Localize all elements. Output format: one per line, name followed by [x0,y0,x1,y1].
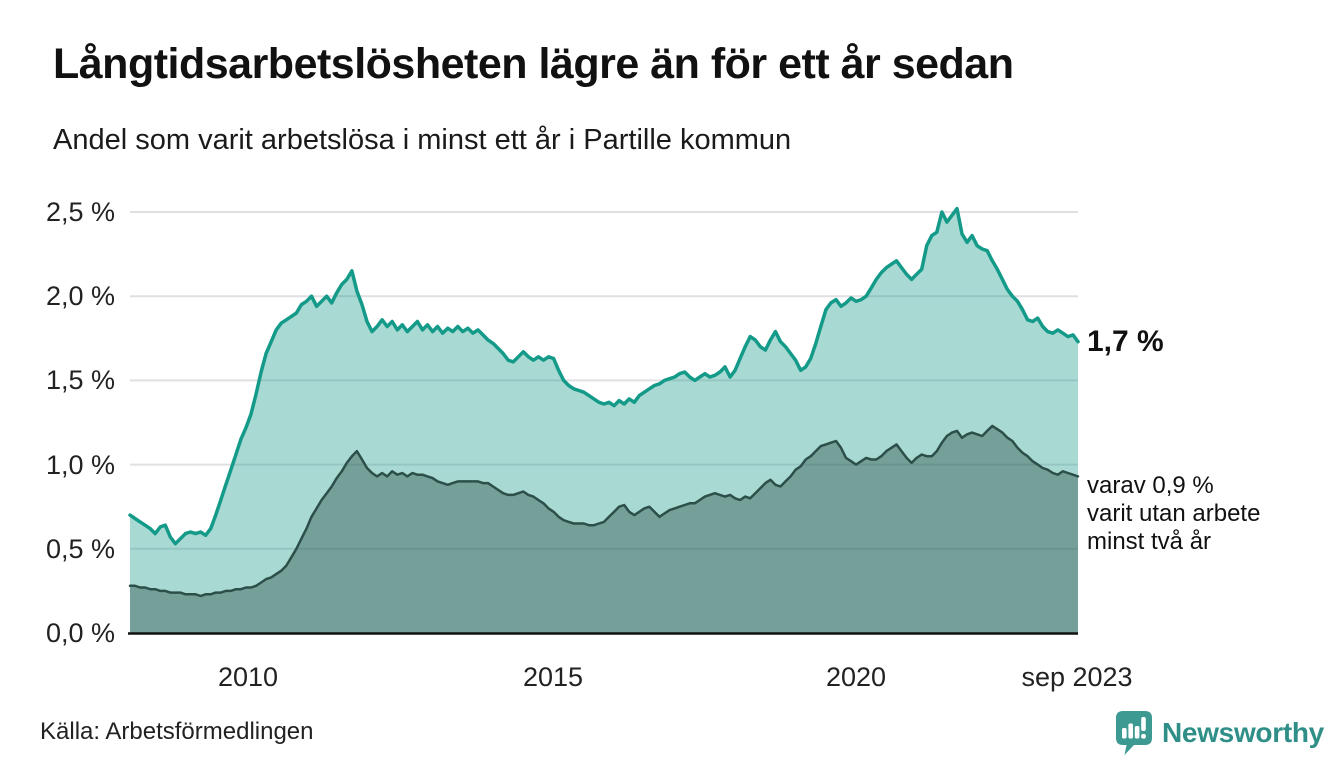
area-line-2yr [128,424,1080,598]
y-tick-label: 2,0 % [45,281,115,311]
chart-subtitle: Andel som varit arbetslösa i minst ett å… [53,124,792,156]
x-tick-label: 2020 [825,662,887,692]
series-end-value-label: 1,7 % [1087,325,1164,358]
y-tick-label: 0,0 % [45,618,115,648]
brand-logo: Newsworthy [1114,709,1324,757]
x-tick-label: 2015 [522,662,584,692]
gridlines [130,211,1078,550]
x-tick-label: 2010 [217,662,279,692]
y-tick-label: 1,0 % [45,450,115,480]
source-note: Källa: Arbetsförmedlingen [40,718,314,745]
chart-series [128,206,1080,633]
newsworthy-bubble-icon [1116,711,1152,755]
annotation-line: varav 0,9 % [1087,472,1214,499]
area-line-1yr [128,206,1080,546]
y-tick-label: 1,5 % [45,365,115,395]
annotation-line: minst två år [1087,528,1212,555]
y-tick-label: 0,5 % [45,534,115,564]
y-tick-label: 2,5 % [45,197,115,227]
series-annotation: varav 0,9 % varit utan arbete minst två … [1087,472,1260,556]
x-tick-label: sep 2023 [1021,662,1133,692]
area-fill-1yr [130,208,1078,633]
area-fill-2yr [130,425,1078,633]
annotation-line: varit utan arbete [1087,500,1261,527]
brand-name: Newsworthy [1162,717,1324,748]
chart-title: Långtidsarbetslösheten lägre än för ett … [53,40,1014,88]
